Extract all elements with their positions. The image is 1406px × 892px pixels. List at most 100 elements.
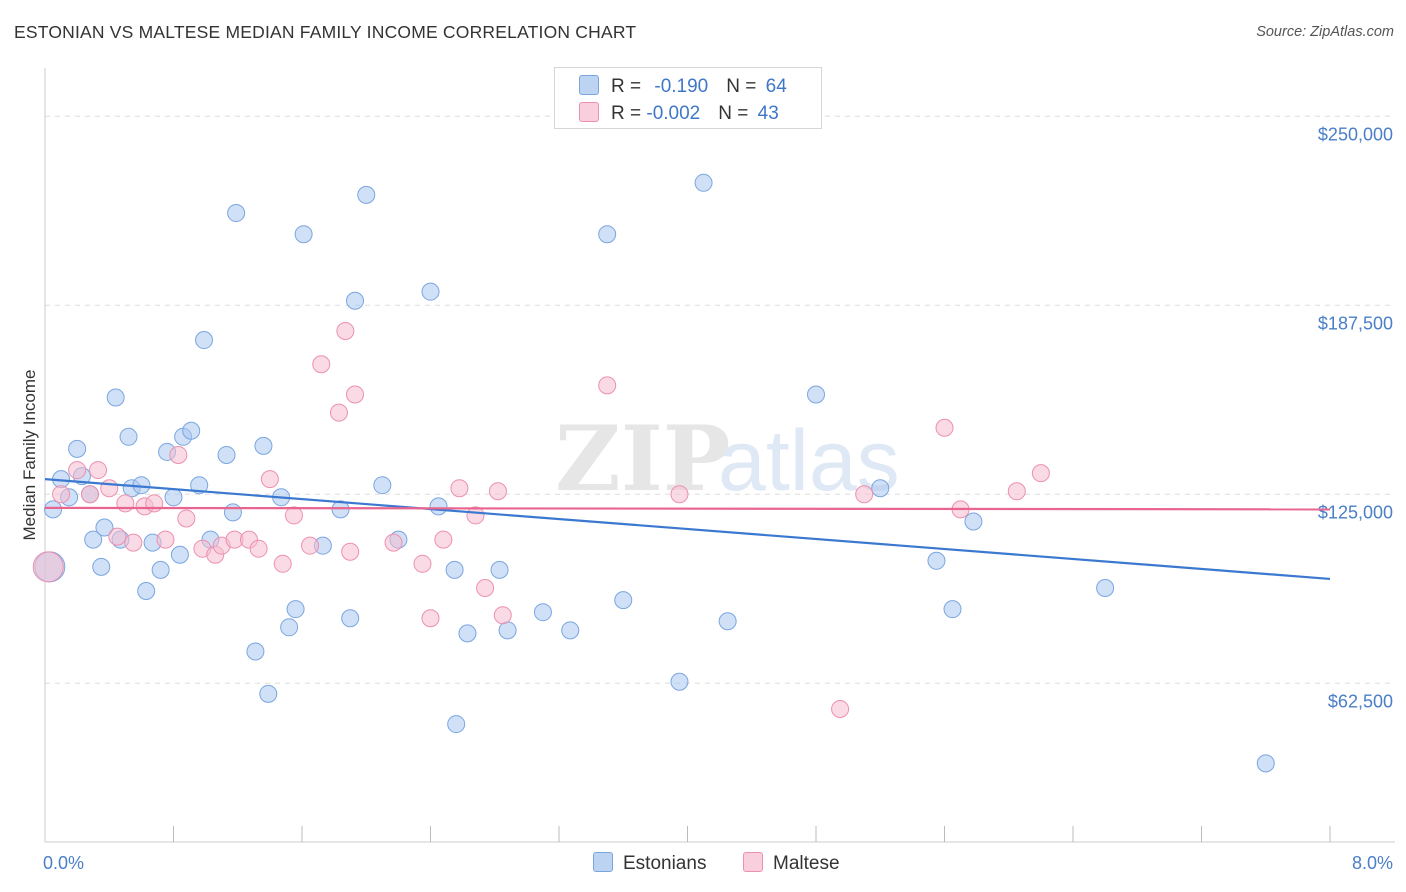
estonians-point-43	[429, 497, 448, 516]
y-tick-label-2: $187,500	[1318, 313, 1393, 333]
estonians-point-22	[190, 476, 209, 495]
y-tick-labels: $62,500 $125,000 $187,500 $250,000	[1318, 124, 1393, 711]
maltese-point-11	[169, 445, 188, 464]
watermark: ZIP atlas	[555, 406, 900, 512]
estonians-point-3	[68, 439, 87, 458]
estonians-point-60	[964, 512, 983, 531]
estonians-point-46	[458, 624, 477, 643]
maltese-point-10	[156, 530, 175, 549]
legend-n-value-estonians: 64	[765, 76, 787, 97]
estonians-point-61	[1096, 579, 1115, 597]
series-swatch-maltese	[743, 852, 763, 872]
estonians-point-58	[927, 551, 946, 570]
estonians-point-56	[807, 385, 825, 404]
stats-legend: R = -0.190 N = 64 R = -0.002 N = 43	[554, 67, 822, 129]
estonians-point-40	[373, 476, 392, 495]
maltese-point-19	[260, 470, 279, 489]
legend-n-label: N =	[726, 76, 762, 97]
estonians-point-51	[598, 225, 617, 244]
legend-r-value-estonians: -0.190	[654, 76, 709, 97]
estonians-point-44	[445, 560, 464, 579]
legend-row-maltese: R = -0.002 N = 43	[579, 102, 779, 128]
estonians-point-30	[259, 684, 278, 703]
y-tick-label-1: $125,000	[1318, 502, 1393, 522]
estonians-point-23	[195, 331, 214, 350]
x-tick-label-min: 0.0%	[43, 853, 84, 873]
x-tick-label-max: 8.0%	[1352, 853, 1393, 873]
maltese-point-31	[434, 530, 453, 549]
estonians-point-34	[294, 225, 313, 244]
maltese-point-38	[670, 485, 689, 504]
maltese-point-35	[488, 482, 507, 501]
estonians-point-37	[341, 609, 360, 628]
maltese-point-27	[346, 385, 365, 404]
maltese-point-44	[1031, 464, 1050, 483]
estonians-point-45	[447, 715, 466, 734]
estonians-point-57	[871, 479, 890, 498]
legend-swatch-estonians	[579, 75, 599, 95]
estonians-point-26	[223, 503, 242, 522]
estonians-point-49	[533, 603, 552, 622]
estonians-point-62	[1256, 754, 1275, 773]
maltese-point-6	[116, 494, 135, 513]
axes	[44, 68, 1395, 843]
series-name-estonians: Estonians	[623, 853, 707, 874]
estonians-point-6	[84, 530, 103, 549]
estonians-point-29	[254, 436, 273, 455]
watermark-zip: ZIP	[555, 406, 730, 512]
legend-n-value-maltese: 43	[757, 103, 779, 124]
y-tick-label-3: $250,000	[1318, 124, 1393, 144]
estonians-point-7	[92, 557, 111, 576]
maltese-point-1	[68, 461, 87, 480]
estonians-point-36	[331, 500, 350, 519]
maltese-point-23	[312, 355, 331, 374]
estonians-point-55	[718, 612, 737, 631]
estonians-point-9	[106, 388, 125, 407]
maltese-point-26	[341, 542, 360, 561]
maltese-point-30	[421, 609, 440, 628]
chart-source: Source: ZipAtlas.com	[1256, 24, 1394, 40]
legend-r-label: R =	[611, 103, 647, 124]
data-points	[32, 173, 1275, 773]
estonians-point-21	[182, 421, 201, 440]
estonians-point-28	[246, 642, 265, 661]
estonians-point-59	[943, 600, 962, 619]
legend-swatch-maltese	[579, 102, 599, 122]
estonians-point-39	[357, 185, 376, 204]
y-tick-label-0: $62,500	[1328, 691, 1393, 711]
maltese-point-36	[493, 606, 512, 625]
maltese-point-37	[598, 376, 617, 395]
estonians-point-11	[119, 427, 138, 446]
maltese-point-22	[301, 536, 320, 555]
estonians-trend-line	[44, 478, 1331, 581]
maltese-point-40	[855, 485, 874, 504]
series-legend-maltese[interactable]: Maltese	[743, 852, 840, 875]
maltese-point-24	[329, 403, 348, 422]
maltese-point-3	[89, 461, 108, 480]
estonians-point-42	[421, 282, 440, 301]
maltese-point-0	[52, 485, 71, 504]
estonians-point-19	[170, 545, 189, 564]
maltese-point-45	[32, 551, 64, 583]
estonians-point-8	[95, 518, 114, 537]
legend-r-value-maltese: -0.002	[646, 103, 701, 124]
legend-n-label: N =	[718, 103, 754, 124]
maltese-point-28	[384, 533, 403, 552]
estonians-point-25	[217, 445, 236, 464]
grid-lines	[45, 115, 1395, 684]
trend-lines	[44, 478, 1331, 581]
estonians-point-27	[227, 204, 246, 223]
maltese-point-7	[124, 533, 143, 552]
estonians-point-38	[346, 291, 365, 310]
maltese-point-5	[108, 527, 127, 546]
estonians-point-47	[490, 560, 509, 579]
series-legend: Estonians Maltese	[0, 852, 1406, 878]
maltese-point-25	[336, 321, 355, 340]
maltese-point-9	[145, 494, 164, 513]
maltese-point-32	[450, 479, 469, 498]
maltese-point-12	[177, 509, 196, 528]
series-legend-estonians[interactable]: Estonians	[593, 852, 706, 875]
series-swatch-estonians	[593, 852, 613, 872]
legend-row-estonians: R = -0.190 N = 64	[579, 75, 787, 101]
maltese-point-41	[935, 418, 954, 437]
